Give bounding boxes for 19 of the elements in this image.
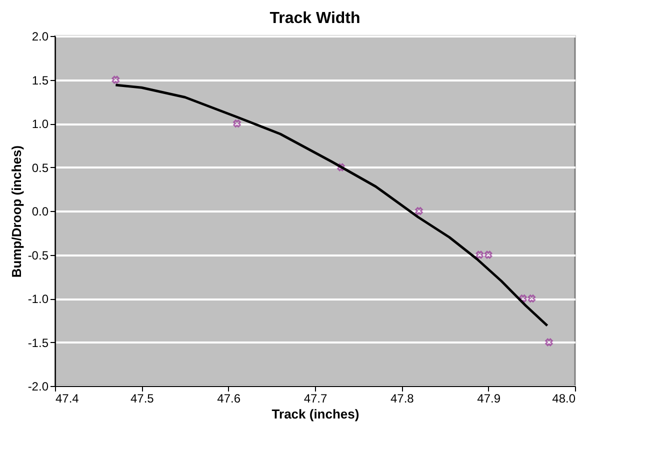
y-tick-label: 0.5 [32, 160, 49, 175]
x-tick-label: 47.6 [217, 392, 241, 406]
y-tick-label: -0.5 [28, 248, 49, 262]
x-tick-label: 47.4 [56, 392, 80, 406]
x-tick-label: 47.7 [304, 392, 328, 406]
x-tick-label: 47.8 [390, 392, 414, 406]
y-tick-label: 0.0 [32, 204, 49, 218]
chart-title: Track Width [270, 10, 360, 27]
x-tick-label: 47.5 [130, 392, 154, 406]
y-tick-label: -1.0 [28, 292, 49, 306]
y-tick-label: 1.0 [32, 117, 49, 131]
x-tick-label: 47.9 [477, 392, 501, 406]
y-tick-label: 1.5 [32, 73, 49, 88]
y-tick-label: 2.0 [32, 30, 49, 44]
x-axis-title: Track (inches) [272, 406, 360, 422]
x-tick-label: 48.0 [552, 392, 576, 406]
y-axis-title: Bump/Droop (inches) [8, 145, 24, 278]
y-tick-label: -1.5 [28, 336, 49, 350]
y-tick-label: -2.0 [28, 380, 49, 394]
